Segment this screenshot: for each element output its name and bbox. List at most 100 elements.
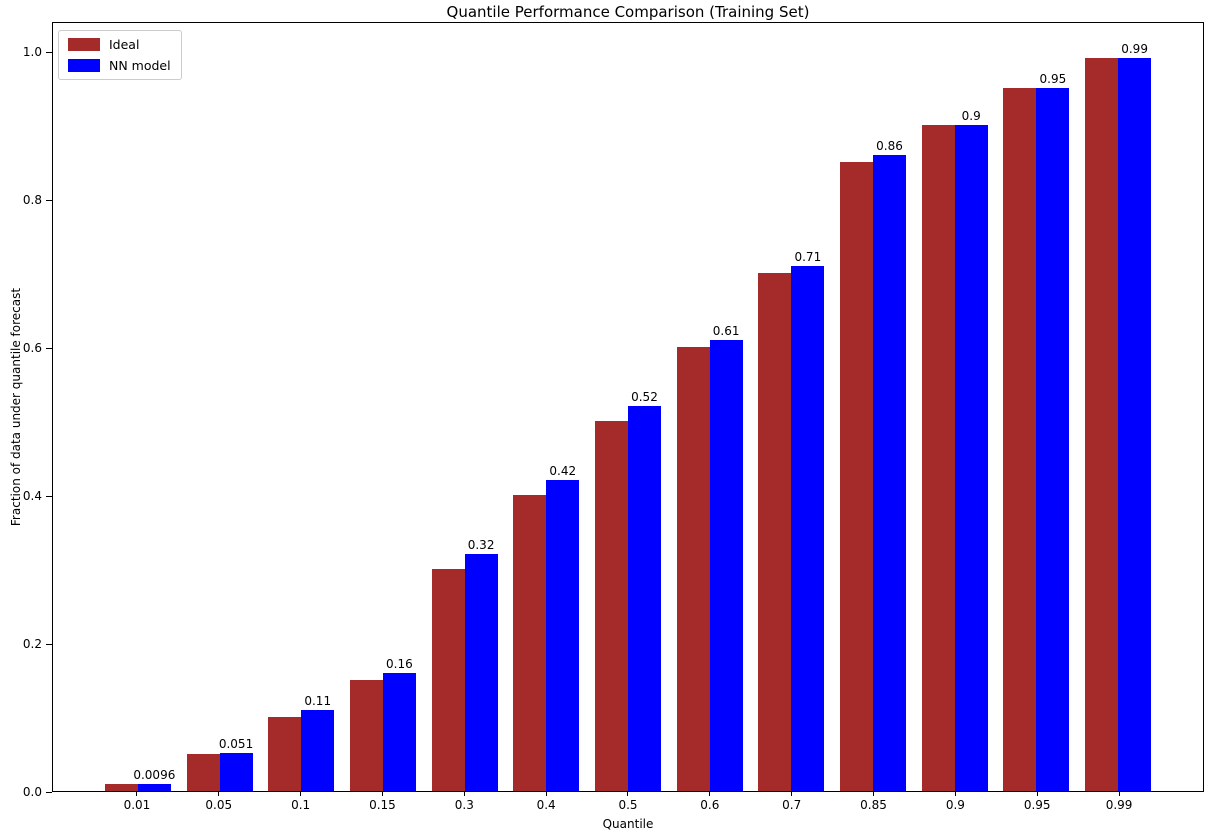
- bar-group-0.05: 0.051: [179, 23, 261, 791]
- nn-bar-0.7: 0.71: [791, 250, 825, 791]
- x-tick-label-0.7: 0.7: [782, 798, 802, 812]
- nn-bar-0.5: 0.52: [627, 390, 661, 791]
- bar-group-0.9: 0.9: [914, 23, 996, 791]
- bar-group-0.5: 0.52: [587, 23, 669, 791]
- x-tick-mark-0.95: [1036, 792, 1038, 796]
- ideal-bar-0.01: [104, 783, 138, 791]
- nn-bar-0.05: 0.051: [219, 737, 253, 791]
- bar-group-0.1: 0.11: [260, 23, 342, 791]
- y-tick-mark-1.0: [46, 52, 52, 53]
- nn-bar-0.6: 0.61: [709, 324, 743, 791]
- bar-group-0.99: 0.99: [1077, 23, 1159, 791]
- bar-value-label-0.95: 0.95: [1039, 72, 1067, 86]
- legend: Ideal NN model: [58, 30, 182, 80]
- y-tick-label-0.4: 0.4: [22, 489, 42, 503]
- x-tick-mark-cell-0.05: [178, 792, 260, 796]
- nn-bar-0.3: 0.32: [464, 538, 498, 791]
- bar-group-0.95: 0.95: [996, 23, 1078, 791]
- x-tick-mark-cell-0.01: [96, 792, 178, 796]
- x-tick-label-0.6: 0.6: [700, 798, 720, 812]
- ideal-bar-0.7: [758, 273, 792, 791]
- bar-value-label-0.15: 0.16: [386, 656, 413, 671]
- ideal-bar-0.05: [186, 754, 220, 791]
- nn-bar-0.85: 0.86: [873, 139, 907, 791]
- x-tick-mark-cell-0.6: [669, 792, 751, 796]
- y-tick-mark-0.0: [46, 792, 52, 793]
- x-tick-mark-cell-0.4: [505, 792, 587, 796]
- x-tick-mark-cell-0.1: [260, 792, 342, 796]
- ideal-bar-0.5: [594, 421, 628, 791]
- chart-title: Quantile Performance Comparison (Trainin…: [446, 3, 810, 21]
- x-tick-mark-cell-0.15: [342, 792, 424, 796]
- ideal-bar-0.85: [840, 162, 874, 791]
- x-tick-mark-0.6: [709, 792, 711, 796]
- legend-swatch-nn-model: [68, 59, 100, 72]
- bar-value-label-0.5: 0.52: [631, 390, 658, 405]
- bar-value-label-0.1: 0.11: [304, 693, 332, 708]
- y-tick-label-1.0: 1.0: [22, 45, 42, 59]
- x-tick-mark-0.1: [300, 792, 302, 796]
- nn-bar-0.99: 0.99: [1118, 42, 1152, 791]
- x-tick-mark-cell-0.5: [587, 792, 669, 796]
- bar-group-0.6: 0.61: [669, 23, 751, 791]
- ideal-bar-0.6: [676, 347, 710, 791]
- ideal-bar-0.4: [513, 495, 547, 791]
- y-tick-label-0.8: 0.8: [22, 193, 42, 207]
- ideal-bar-0.3: [431, 569, 465, 791]
- x-tick-label-0.1: 0.1: [291, 798, 311, 812]
- bar-value-label-0.3: 0.32: [467, 538, 495, 553]
- x-tick-label-0.01: 0.01: [123, 798, 151, 812]
- legend-swatch-ideal: [68, 38, 100, 51]
- x-tick-mark-cell-0.3: [423, 792, 505, 796]
- bar-value-label-0.05: 0.051: [218, 737, 254, 752]
- x-tick-label-0.99: 0.99: [1105, 798, 1133, 812]
- legend-item-ideal: Ideal: [68, 36, 171, 53]
- x-tick-mark-0.4: [545, 792, 547, 796]
- bars-container: 0.0096 0.051 0.11 0.16 0.32 0.42 0.52 0.61 0.71 0…: [53, 23, 1203, 791]
- x-tick-mark-0.3: [463, 792, 465, 796]
- y-tick-label-0.6: 0.6: [22, 341, 42, 355]
- x-axis-label: Quantile: [602, 817, 654, 831]
- nn-bar-0.01: 0.0096: [133, 768, 175, 791]
- bar-group-0.85: 0.86: [832, 23, 914, 791]
- x-tick-mark-0.05: [218, 792, 220, 796]
- bar-group-0.01: 0.0096: [97, 23, 179, 791]
- x-tick-label-0.95: 0.95: [1023, 798, 1051, 812]
- y-tick-mark-0.2: [46, 644, 52, 645]
- bar-group-0.15: 0.16: [342, 23, 424, 791]
- bar-value-label-0.99: 0.99: [1121, 42, 1148, 57]
- bar-group-0.3: 0.32: [424, 23, 506, 791]
- nn-bar-0.1: 0.11: [301, 694, 335, 791]
- y-tick-mark-0.4: [46, 496, 52, 497]
- x-tick-label-0.4: 0.4: [536, 798, 556, 812]
- x-tick-mark-0.7: [791, 792, 793, 796]
- y-tick-mark-0.8: [46, 200, 52, 201]
- x-tick-label-0.3: 0.3: [454, 798, 474, 812]
- nn-bar-0.15: 0.16: [382, 657, 416, 791]
- nn-bar-0.4: 0.42: [546, 464, 580, 791]
- bar-group-0.7: 0.71: [751, 23, 833, 791]
- bar-value-label-0.9: 0.9: [961, 109, 981, 123]
- nn-bar-0.9: 0.9: [954, 109, 988, 791]
- ideal-bar-0.15: [349, 680, 383, 791]
- y-tick-mark-0.6: [46, 348, 52, 349]
- bar-value-label-0.85: 0.86: [876, 138, 903, 153]
- x-tick-mark-cell-0.99: [1078, 792, 1160, 796]
- ideal-bar-0.95: [1003, 88, 1037, 791]
- x-tick-mark-0.01: [136, 792, 138, 796]
- x-tick-mark-0.99: [1118, 792, 1120, 796]
- x-tick-labels: 0.01 0.05 0.1 0.15 0.3 0.4 0.5 0.6 0.7 0.85 0.9 0.9…: [52, 798, 1204, 812]
- x-tick-mark-cell-0.95: [996, 792, 1078, 796]
- nn-bar-0.95: 0.95: [1036, 72, 1070, 791]
- x-tick-label-0.9: 0.9: [945, 798, 965, 812]
- x-tick-mark-0.9: [954, 792, 956, 796]
- x-tick-mark-0.85: [873, 792, 875, 796]
- x-tick-mark-0.15: [381, 792, 383, 796]
- y-tick-label-0.0: 0.0: [22, 785, 42, 799]
- ideal-bar-0.99: [1085, 58, 1119, 791]
- x-tick-marks: [52, 792, 1204, 796]
- y-tick-label-0.2: 0.2: [22, 637, 42, 651]
- bar-value-label-0.4: 0.42: [549, 464, 577, 479]
- x-tick-label-0.5: 0.5: [618, 798, 638, 812]
